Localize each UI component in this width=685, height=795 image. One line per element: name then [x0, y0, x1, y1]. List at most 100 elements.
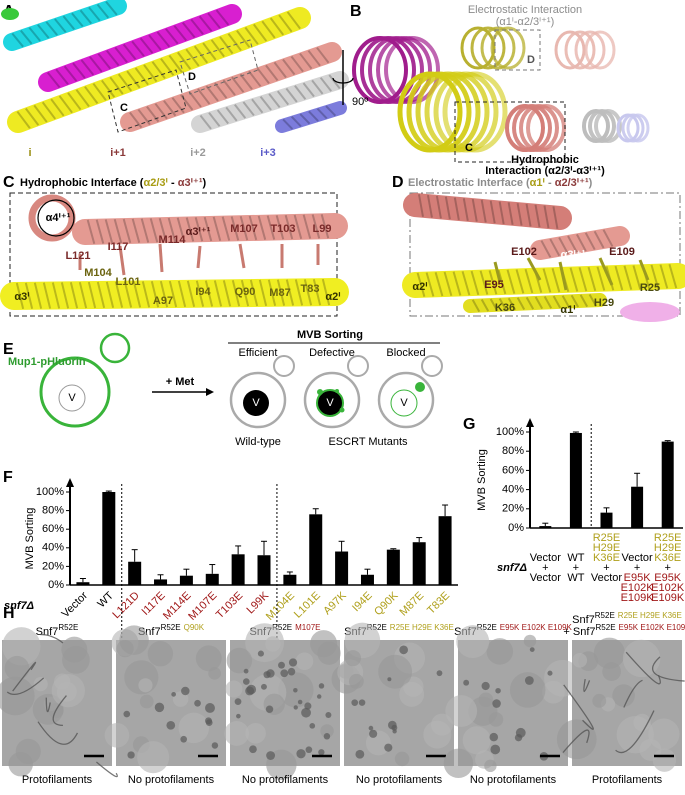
texture	[572, 653, 588, 668]
particle	[304, 702, 312, 710]
helix-turn	[163, 100, 177, 117]
coil	[470, 26, 506, 70]
helix-turn	[453, 197, 460, 221]
helix-turn	[109, 76, 124, 95]
helix-turn	[113, 219, 123, 244]
helix-turn	[231, 280, 241, 307]
texture	[137, 741, 170, 774]
coil	[28, 194, 76, 242]
coil	[37, 199, 75, 237]
caption: No protofilaments	[356, 774, 443, 786]
helix-turn	[236, 30, 251, 48]
helix-turn	[242, 101, 255, 117]
x-tick-label: +	[634, 562, 640, 574]
helix-turn	[205, 85, 219, 102]
helix-turn	[311, 79, 324, 95]
helix-turn	[668, 264, 678, 289]
helix-turn	[275, 215, 285, 240]
reporter-label: Mup1-pHluorin	[8, 356, 86, 368]
helix-turn	[515, 269, 525, 294]
texture	[0, 676, 35, 716]
micrograph	[556, 637, 685, 772]
y-tick-label: 20%	[42, 560, 64, 572]
helix-turn	[20, 29, 33, 45]
y-tick-label: 40%	[502, 484, 524, 496]
helix-turn	[276, 90, 290, 106]
texture	[172, 691, 189, 707]
helix-turn	[623, 265, 633, 290]
helix-turn	[72, 62, 86, 79]
text-part: )	[202, 177, 206, 189]
helix-turn	[24, 282, 34, 310]
bar	[438, 516, 452, 585]
helix-turn	[67, 92, 82, 111]
helix-turn	[249, 279, 259, 307]
helix-turn	[614, 265, 624, 291]
helix-turn	[16, 110, 31, 129]
helix-turn	[122, 43, 137, 60]
helix-turn	[302, 214, 312, 239]
helix	[3, 0, 127, 51]
helix-body	[402, 263, 685, 298]
panel-letter: D	[392, 174, 404, 191]
particle	[529, 647, 535, 652]
x-tick-label: Vector	[591, 572, 623, 584]
micrograph	[104, 625, 226, 774]
x-tick-label: H29E	[654, 542, 682, 554]
filament	[6, 677, 45, 696]
helix-body	[463, 293, 607, 313]
x-tick-label: R25E	[654, 532, 682, 544]
helix-turn	[129, 111, 143, 129]
helix-turn	[498, 298, 508, 311]
filament	[625, 651, 661, 685]
helix-turn	[225, 106, 238, 122]
text-part: α1ⁱ	[530, 177, 545, 189]
helix-turn	[534, 296, 544, 310]
helix-turn	[131, 218, 141, 243]
helix-turn	[123, 281, 133, 308]
text-part: α2/3ⁱ	[143, 177, 167, 189]
helix-turn	[540, 240, 552, 258]
helix	[530, 226, 630, 260]
particle	[436, 670, 443, 677]
bar	[154, 579, 168, 585]
helix-turn	[42, 282, 52, 309]
helix-turn	[328, 74, 341, 90]
helix-turn	[92, 82, 107, 101]
coil	[564, 30, 596, 70]
helix-turn	[188, 91, 202, 108]
helix-turn	[516, 202, 523, 226]
helix	[275, 101, 347, 133]
micrograph	[331, 622, 454, 767]
helix-turn	[240, 279, 250, 307]
particle	[205, 719, 213, 726]
helix-turn	[186, 280, 196, 307]
text-part: M107E	[295, 623, 320, 632]
helix-turn	[299, 52, 313, 70]
text-part: )	[589, 177, 593, 189]
panel-letter: B	[350, 3, 362, 20]
micrograph	[443, 625, 581, 778]
texture	[225, 680, 243, 698]
bar	[335, 551, 349, 585]
x-tick-label: L101E	[292, 590, 323, 621]
helix-turn	[168, 54, 183, 73]
helix-turn	[185, 217, 195, 242]
texture	[147, 641, 174, 667]
box-label: D	[527, 54, 535, 66]
helix-turn	[593, 230, 605, 249]
texture	[509, 672, 546, 708]
particle	[243, 678, 250, 685]
text-part: E95K E102K E109K	[500, 623, 573, 632]
helix-turn	[285, 279, 295, 306]
x-tick-label: H29E	[593, 542, 621, 554]
axis-arrow	[526, 418, 534, 427]
x-tick-label: E102K	[621, 582, 655, 594]
x-tick-label: E102K	[651, 582, 685, 594]
helix-turn	[194, 217, 204, 242]
helix-turn	[258, 279, 268, 307]
coil	[397, 71, 463, 153]
texture	[399, 681, 425, 707]
